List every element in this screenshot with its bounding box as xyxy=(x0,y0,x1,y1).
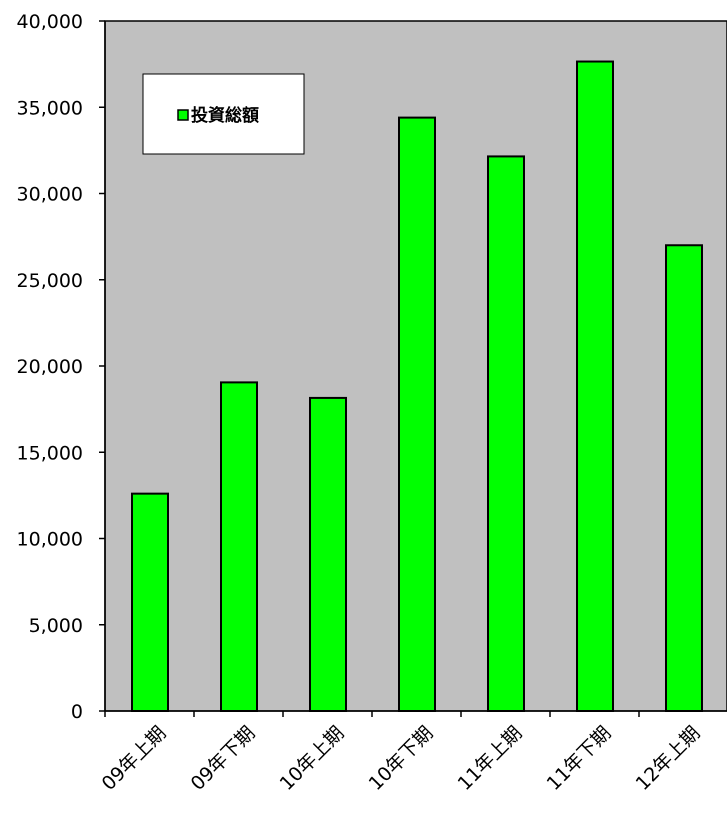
x-ticks: 09年上期 09年下期 10年上期 10年下期 11年上期 11年下期 12年上期 xyxy=(98,711,705,795)
x-tick-label: 11年下期 xyxy=(543,722,616,795)
bar xyxy=(576,60,614,713)
bar xyxy=(665,244,703,712)
bar xyxy=(220,381,258,712)
bar xyxy=(398,116,436,713)
y-tick-label: 35,000 xyxy=(17,97,83,119)
bar xyxy=(487,155,525,713)
legend: 投資総額 xyxy=(142,73,305,155)
y-tick-label: 15,000 xyxy=(17,442,83,464)
y-tick-label: 20,000 xyxy=(17,356,83,378)
y-ticks: 0 5,000 10,000 15,000 20,000 25,000 30,000 35,0… xyxy=(17,11,105,723)
legend-label: 投資総額 xyxy=(191,105,259,126)
x-tick-label: 09年上期 xyxy=(98,722,171,795)
x-tick-label: 12年上期 xyxy=(632,722,705,795)
y-tick-label: 5,000 xyxy=(29,615,83,637)
x-tick-label: 09年下期 xyxy=(187,722,260,795)
legend-swatch-icon xyxy=(177,109,189,121)
y-tick-label: 25,000 xyxy=(17,270,83,292)
legend-box xyxy=(142,73,305,155)
y-tick-label: 30,000 xyxy=(17,184,83,206)
y-tick-label: 40,000 xyxy=(17,11,83,33)
x-tick-label: 11年上期 xyxy=(454,722,527,795)
y-tick-label: 0 xyxy=(71,701,83,723)
bar xyxy=(131,492,169,712)
x-tick-label: 10年下期 xyxy=(365,722,438,795)
bar xyxy=(309,396,347,712)
x-tick-label: 10年上期 xyxy=(276,722,349,795)
y-tick-label: 10,000 xyxy=(17,529,83,551)
